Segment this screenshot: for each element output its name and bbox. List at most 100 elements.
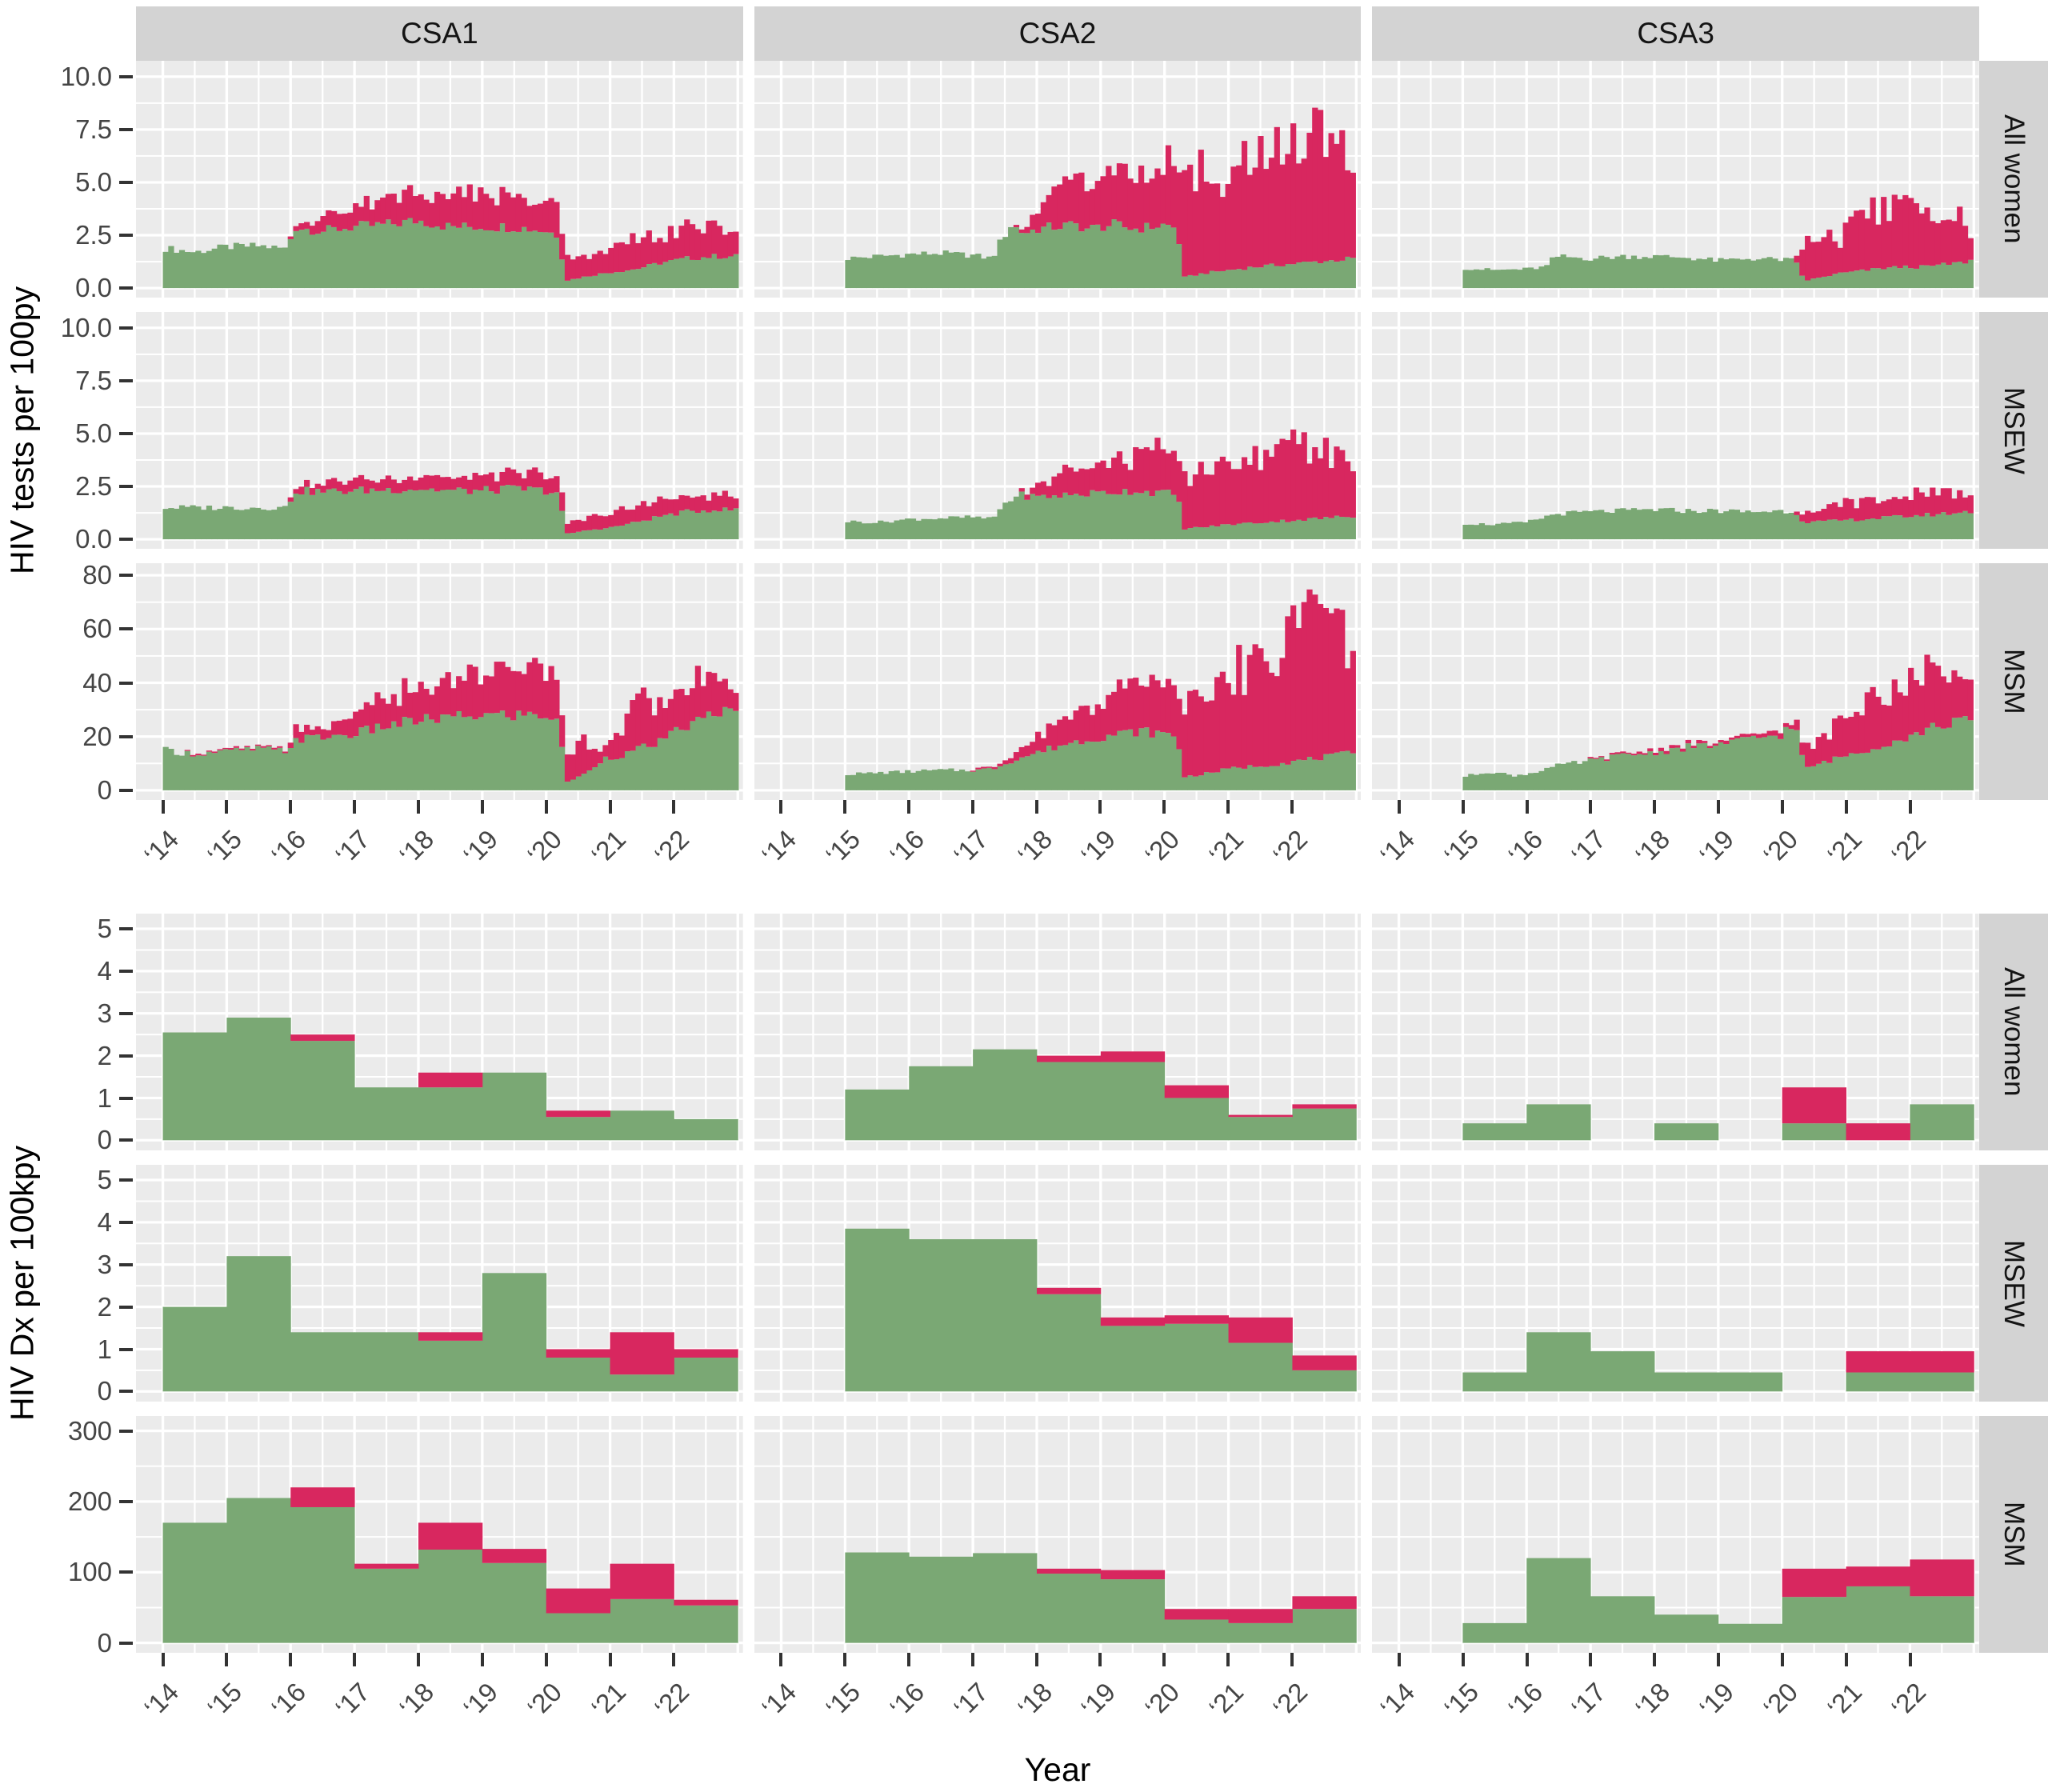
panel-plot [1372, 312, 1979, 549]
x-tick-label: ‘17 [329, 824, 376, 870]
x-tick-mark [906, 1653, 910, 1666]
y-tick-mark [119, 927, 133, 930]
y-tick-mark [119, 181, 133, 184]
x-tick-mark [906, 800, 910, 814]
y-tick-mark [119, 1641, 133, 1645]
y-tick-label: 200 [67, 1486, 112, 1516]
x-tick-label: ‘20 [521, 1677, 567, 1723]
x-tick-label: ‘16 [883, 1677, 930, 1723]
y-tick-mark [119, 1347, 133, 1351]
y-tick-mark [119, 1220, 133, 1224]
y-tick-label: 100 [67, 1557, 112, 1587]
panel-plot [136, 1165, 743, 1402]
x-tick-mark [1908, 800, 1912, 814]
x-tick-mark [1525, 1653, 1529, 1666]
x-tick-label: ‘22 [649, 824, 695, 870]
y-tick-label: 0 [97, 1125, 112, 1155]
y-tick-label: 2 [97, 1291, 112, 1322]
green-bars [1462, 507, 1974, 540]
green-bars [1462, 254, 1974, 289]
y-tick-label: 2.5 [75, 220, 112, 250]
y-tick-mark [119, 326, 133, 330]
y-tick-mark [119, 681, 133, 685]
green-bars [162, 485, 739, 540]
x-tick-mark [480, 800, 484, 814]
y-tick-mark [119, 734, 133, 738]
x-tick-label: ‘19 [1694, 1677, 1740, 1723]
x-tick-mark [289, 800, 293, 814]
x-tick-mark [480, 1653, 484, 1666]
y-tick-mark [119, 1178, 133, 1182]
x-tick-mark [1397, 800, 1401, 814]
x-tick-label: ‘18 [1011, 1677, 1058, 1723]
y-tick-label: 0.0 [75, 273, 112, 303]
y-tick-label: 4 [97, 1206, 112, 1237]
y-tick-mark [119, 1390, 133, 1394]
red-bars [970, 589, 1356, 778]
x-tick-mark [417, 1653, 420, 1666]
y-tick-label: 5.0 [75, 167, 112, 197]
y-axis-ticks: 0 100 200 300 [45, 1416, 136, 1658]
red-bars [1782, 1087, 1911, 1141]
x-tick-mark [1781, 800, 1785, 814]
panel-tests-csa3-msm [1372, 563, 1979, 800]
y-tick-label: 0.0 [75, 524, 112, 554]
y-tick-label: 3 [97, 1249, 112, 1279]
x-tick-mark [225, 1653, 229, 1666]
panel-plot [1372, 1416, 1979, 1653]
x-tick-mark [779, 1653, 783, 1666]
y-axis-title-bottom: HIV Dx per 100kpy [3, 1145, 41, 1422]
y-tick-mark [119, 485, 133, 488]
red-bars [1794, 487, 1974, 523]
x-tick-mark [1717, 800, 1721, 814]
y-tick-mark [119, 1138, 133, 1142]
x-tick-mark [1844, 800, 1848, 814]
y-tick-label: 4 [97, 955, 112, 986]
x-tick-label: ‘16 [1502, 824, 1548, 870]
x-tick-label: ‘14 [756, 824, 802, 870]
x-tick-label: ‘18 [393, 824, 440, 870]
x-tick-mark [1781, 1653, 1785, 1666]
x-tick-label: ‘18 [393, 1677, 440, 1723]
x-tick-label: ‘22 [1885, 824, 1931, 870]
panel-plot [754, 563, 1362, 800]
x-tick-mark [1098, 1653, 1102, 1666]
panel-plot [136, 1416, 743, 1653]
y-tick-label: 3 [97, 998, 112, 1028]
x-tick-label: ‘20 [1139, 1677, 1186, 1723]
y-tick-mark [119, 378, 133, 382]
y-tick-mark [119, 74, 133, 78]
green-bars [162, 1018, 738, 1141]
green-bars [1462, 1558, 1975, 1643]
x-tick-label: ‘16 [883, 824, 930, 870]
red-bars [418, 1332, 738, 1375]
x-axis-ticks: ‘14 ‘15 ‘16 ‘17 ‘18 ‘19 ‘20 ‘21 ‘22 [1372, 1653, 1979, 1750]
x-tick-label: ‘17 [1566, 1677, 1612, 1723]
y-tick-mark [119, 969, 133, 973]
panel-dx-csa2-msew [754, 1165, 1362, 1402]
green-bars [162, 706, 739, 790]
green-bars [845, 219, 1356, 289]
green-bars [1462, 1104, 1975, 1141]
x-tick-label: ‘17 [1566, 824, 1612, 870]
red-bars [1794, 194, 1974, 281]
panel-dx-csa2-msm [754, 1416, 1362, 1653]
panel-plot [1372, 563, 1979, 800]
green-bars [162, 218, 739, 289]
y-tick-mark [119, 127, 133, 131]
green-bars [845, 1228, 1357, 1392]
x-tick-mark [1162, 1653, 1166, 1666]
x-tick-label: ‘14 [138, 1677, 184, 1723]
panel-plot [136, 312, 743, 549]
y-tick-mark [119, 538, 133, 542]
x-tick-label: ‘20 [521, 824, 567, 870]
x-tick-label: ‘16 [1502, 1677, 1548, 1723]
y-tick-mark [119, 574, 133, 578]
y-tick-mark [119, 1011, 133, 1015]
red-bars [1036, 1287, 1357, 1370]
green-bars [162, 1256, 738, 1392]
green-bars [845, 1049, 1357, 1141]
x-tick-label: ‘15 [1438, 1677, 1484, 1723]
y-tick-label: 1 [97, 1334, 112, 1364]
